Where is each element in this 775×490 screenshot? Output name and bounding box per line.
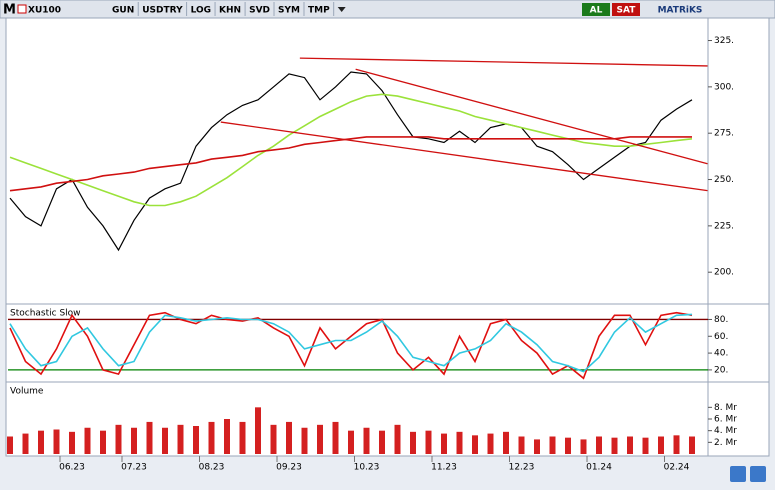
trendline	[220, 121, 708, 192]
y-tick-label: 325.	[714, 36, 734, 46]
panel-title: Stochastic Slow	[10, 309, 81, 319]
volume-bar	[162, 427, 168, 454]
brand: MATRiKS	[658, 6, 703, 16]
volume-bar	[379, 430, 385, 454]
volume-bar	[642, 437, 649, 454]
symbol-checkbox[interactable]	[17, 4, 27, 14]
sell-button[interactable]	[612, 3, 640, 16]
volume-bar	[193, 426, 199, 454]
series-line	[9, 71, 693, 252]
y-tick-label: 2. Mr	[714, 438, 737, 448]
sync-icon[interactable]	[730, 466, 746, 482]
volume-bar	[69, 431, 75, 454]
y-tick-label: 225.	[714, 221, 734, 231]
y-tick-label: 275.	[714, 129, 734, 139]
volume-bar	[549, 436, 556, 454]
toolbar-button[interactable]: KHN	[219, 6, 241, 16]
volume-bar	[317, 424, 323, 454]
series-line	[9, 93, 693, 207]
x-tick-label: 12.23	[509, 463, 535, 473]
x-tick-label: 01.24	[586, 463, 612, 473]
toolbar-button[interactable]: SYM	[278, 6, 300, 16]
buy-button[interactable]	[582, 3, 610, 16]
volume-bar	[131, 427, 137, 454]
x-tick-label: 06.23	[59, 463, 85, 473]
volume-bar	[441, 433, 447, 454]
volume-bar	[332, 421, 339, 454]
logo: M	[3, 3, 16, 18]
volume-bar	[84, 427, 91, 454]
panel-title: Volume	[10, 387, 44, 397]
volume-bar	[146, 421, 153, 454]
trendline	[355, 68, 708, 165]
y-tick-label: 60.	[714, 332, 728, 342]
series-line	[9, 313, 693, 373]
volume-bar	[518, 436, 525, 454]
volume-bar	[363, 427, 370, 454]
settings-icon[interactable]	[750, 466, 766, 482]
volume-bar	[534, 439, 540, 454]
volume-bar	[487, 433, 494, 454]
y-tick-label: 6. Mr	[714, 415, 737, 425]
volume-bar	[503, 431, 509, 454]
volume-bar	[425, 430, 432, 454]
volume-bar	[611, 437, 618, 454]
y-tick-label: 20.	[714, 365, 728, 375]
volume-bar	[270, 424, 277, 454]
volume-bar	[658, 436, 664, 454]
volume-bar	[348, 430, 354, 454]
volume-bar	[7, 436, 13, 454]
sell-label: SAT	[617, 6, 637, 16]
volume-bar	[22, 433, 29, 454]
volume-bar	[100, 430, 106, 454]
toolbar-button[interactable]: USDTRY	[142, 6, 183, 16]
y-tick-label: 200.	[714, 268, 734, 278]
x-tick-label: 02.24	[664, 463, 690, 473]
y-tick-label: 4. Mr	[714, 426, 737, 436]
volume-bar	[115, 424, 122, 454]
volume-bar	[565, 437, 571, 454]
volume-bar	[38, 430, 44, 454]
toolbar-button[interactable]: LOG	[191, 6, 211, 16]
volume-bar	[456, 431, 463, 454]
dropdown-arrow[interactable]	[337, 7, 346, 12]
y-tick-label: 40.	[714, 349, 728, 359]
volume-bar	[208, 421, 215, 454]
volume-bar	[472, 435, 478, 454]
buy-label: AL	[590, 6, 603, 16]
x-tick-label: 10.23	[354, 463, 380, 473]
x-tick-label: 07.23	[121, 463, 147, 473]
x-tick-label: 09.23	[276, 463, 302, 473]
volume-bar	[177, 424, 184, 454]
y-tick-label: 250.	[714, 175, 734, 185]
volume-bar	[673, 435, 680, 454]
volume-bar	[301, 427, 308, 454]
volume-bar	[224, 419, 230, 454]
toolbar-button[interactable]: SVD	[249, 6, 270, 16]
y-tick-label: 8. Mr	[714, 403, 737, 413]
volume-bar	[394, 424, 401, 454]
y-tick-label: 300.	[714, 82, 734, 92]
symbol[interactable]: XU100	[28, 6, 61, 16]
volume-bar	[286, 421, 292, 454]
volume-bar	[627, 436, 633, 454]
volume-bar	[580, 439, 587, 454]
series-line	[9, 136, 692, 192]
x-tick-label: 11.23	[431, 463, 457, 473]
volume-bar	[596, 436, 602, 454]
toolbar-button[interactable]: GUN	[112, 6, 134, 16]
volume-bar	[255, 407, 261, 454]
toolbar-button[interactable]: TMP	[308, 6, 330, 16]
x-tick-label: 08.23	[199, 463, 225, 473]
volume-bar	[239, 421, 246, 454]
trendline	[299, 57, 708, 67]
volume-bar	[689, 436, 695, 454]
y-tick-label: 80.	[714, 315, 728, 325]
volume-bar	[53, 429, 60, 454]
chart-area	[5, 17, 770, 457]
volume-bar	[410, 431, 416, 454]
